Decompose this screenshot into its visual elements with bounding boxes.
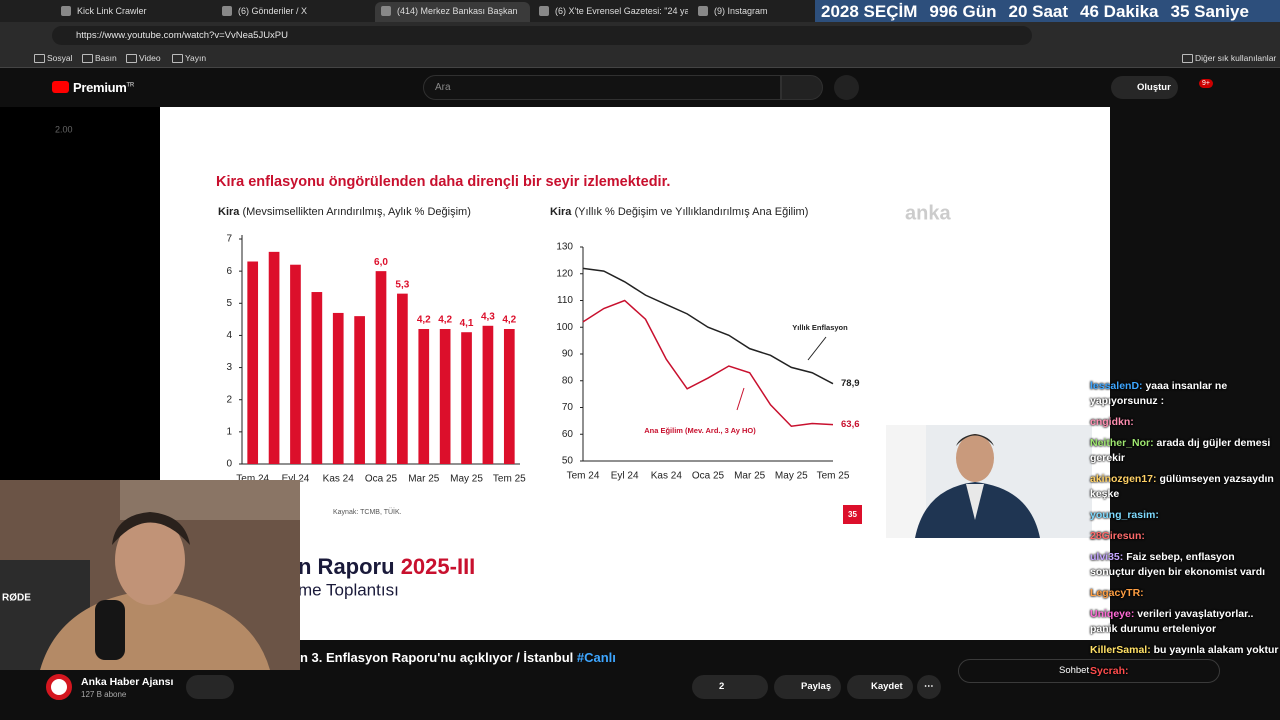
logo-sup: TR xyxy=(126,82,135,89)
chat-message: lessalenD: yaaa insanlar ne yapıyorsunuz… xyxy=(1090,379,1280,409)
chat-message: cngidkn: xyxy=(1090,415,1280,430)
tab[interactable]: Kick Link Crawler xyxy=(55,2,210,22)
search-box[interactable]: Ara xyxy=(423,75,781,100)
chat-user[interactable]: ulvi35: xyxy=(1090,551,1124,563)
hashtag[interactable]: #Canlı xyxy=(576,650,616,665)
tab[interactable]: (414) Merkez Bankası Başkan xyxy=(375,2,530,22)
share-button[interactable]: Paylaş xyxy=(774,675,841,699)
chat-toggle[interactable]: Sohbet xyxy=(958,659,1220,683)
bookmark-folder[interactable]: Diğer sık kullanılanlar xyxy=(1182,53,1276,63)
notification-badge[interactable]: 9+ xyxy=(1199,79,1213,88)
chat-text: verileri yavaşlatıyorlar.. panik durumu … xyxy=(1090,608,1254,635)
chat-text: bu yayınla alakam yoktur xyxy=(1153,644,1279,656)
chat-text: arada dıj güjler demesi gerekir xyxy=(1090,437,1271,464)
chat-user[interactable]: 28Giresun: xyxy=(1090,530,1145,542)
chat-message: young_rasim: xyxy=(1090,508,1280,523)
countdown-item: 20 Saat xyxy=(1008,2,1069,21)
bookmark[interactable]: Yayın xyxy=(172,53,206,63)
chat-user[interactable]: Neither_Nor: xyxy=(1090,437,1154,449)
chat-user[interactable]: Sycrah: xyxy=(1090,665,1129,677)
bookmark[interactable]: Sosyal xyxy=(34,53,73,63)
chat-message: ulvi35: Faiz sebep, enflasyon sonuçtur d… xyxy=(1090,550,1280,580)
channel-name[interactable]: Anka Haber Ajansı xyxy=(81,676,174,688)
bookmarks-bar: Sosyal Basın Video Yayın Diğer sık kullanıla… xyxy=(0,48,1280,68)
chat-user[interactable]: LegacyTR: xyxy=(1090,587,1144,599)
countdown-item: 35 Saniye xyxy=(1170,2,1249,21)
search-button[interactable] xyxy=(781,75,823,100)
countdown-item: 46 Dakika xyxy=(1080,2,1159,21)
chat-user[interactable]: KillerSamal: xyxy=(1090,644,1151,656)
bookmark[interactable]: Video xyxy=(126,53,161,63)
create-button[interactable]: Oluştur xyxy=(1111,76,1178,99)
chat-user[interactable]: lessalenD: xyxy=(1090,380,1143,392)
chat-message: KillerSamal: bu yayınla alakam yoktur xyxy=(1090,643,1280,658)
chat-user[interactable]: young_rasim: xyxy=(1090,509,1159,521)
countdown-item: 996 Gün xyxy=(929,2,997,21)
tab[interactable]: (6) X'te Evrensel Gazetesi: "24 ya xyxy=(533,2,688,22)
tab[interactable]: (6) Gönderiler / X xyxy=(216,2,371,22)
subscribe-bell[interactable] xyxy=(186,675,234,699)
bookmark[interactable]: Basın xyxy=(82,53,117,63)
voice-search[interactable] xyxy=(834,75,859,100)
video-title: n 3. Enflasyon Raporu'nu açıklıyor / İst… xyxy=(300,650,616,665)
channel-avatar[interactable] xyxy=(46,674,72,700)
chat-message: akinozgen17: gülümseyen yazsaydın keşke xyxy=(1090,472,1280,502)
chat-message: Neither_Nor: arada dıj güjler demesi ger… xyxy=(1090,436,1280,466)
chat-text: gülümseyen yazsaydın keşke xyxy=(1090,473,1274,500)
chat-text: yaaa insanlar ne yapıyorsunuz : xyxy=(1090,380,1228,407)
chat-text: Faiz sebep, enflasyon sonuçtur diyen bir… xyxy=(1090,551,1266,578)
chat-user[interactable]: Uniqeye: xyxy=(1090,608,1135,620)
more-button[interactable]: ⋯ xyxy=(917,675,941,699)
chat-user[interactable]: akinozgen17: xyxy=(1090,473,1157,485)
chat-message: Uniqeye: verileri yavaşlatıyorlar.. pani… xyxy=(1090,607,1280,637)
logo-text: Premium xyxy=(73,80,127,95)
chat-overlay: lessalenD: yaaa insanlar ne yapıyorsunuz… xyxy=(1090,379,1280,685)
youtube-logo[interactable]: PremiumTR xyxy=(52,80,134,95)
url-field[interactable]: https://www.youtube.com/watch?v=VvNea5JU… xyxy=(52,26,1032,45)
subscriber-count: 127 B abone xyxy=(81,690,127,699)
tab[interactable]: (9) Instagram xyxy=(692,2,812,22)
chat-message: 28Giresun: xyxy=(1090,529,1280,544)
like-button[interactable]: 2 xyxy=(692,675,768,699)
save-button[interactable]: Kaydet xyxy=(847,675,913,699)
video-player[interactable] xyxy=(0,107,1110,640)
chat-message: LegacyTR: xyxy=(1090,586,1280,601)
countdown-item: 2028 SEÇİM xyxy=(821,2,918,21)
video-title-text: n 3. Enflasyon Raporu'nu açıklıyor / İst… xyxy=(300,650,574,665)
chat-message: Sycrah: xyxy=(1090,664,1280,679)
chat-user[interactable]: cngidkn: xyxy=(1090,416,1134,428)
countdown-overlay: 2028 SEÇİM 996 Gün 20 Saat 46 Dakika 35 Sani… xyxy=(815,0,1280,24)
